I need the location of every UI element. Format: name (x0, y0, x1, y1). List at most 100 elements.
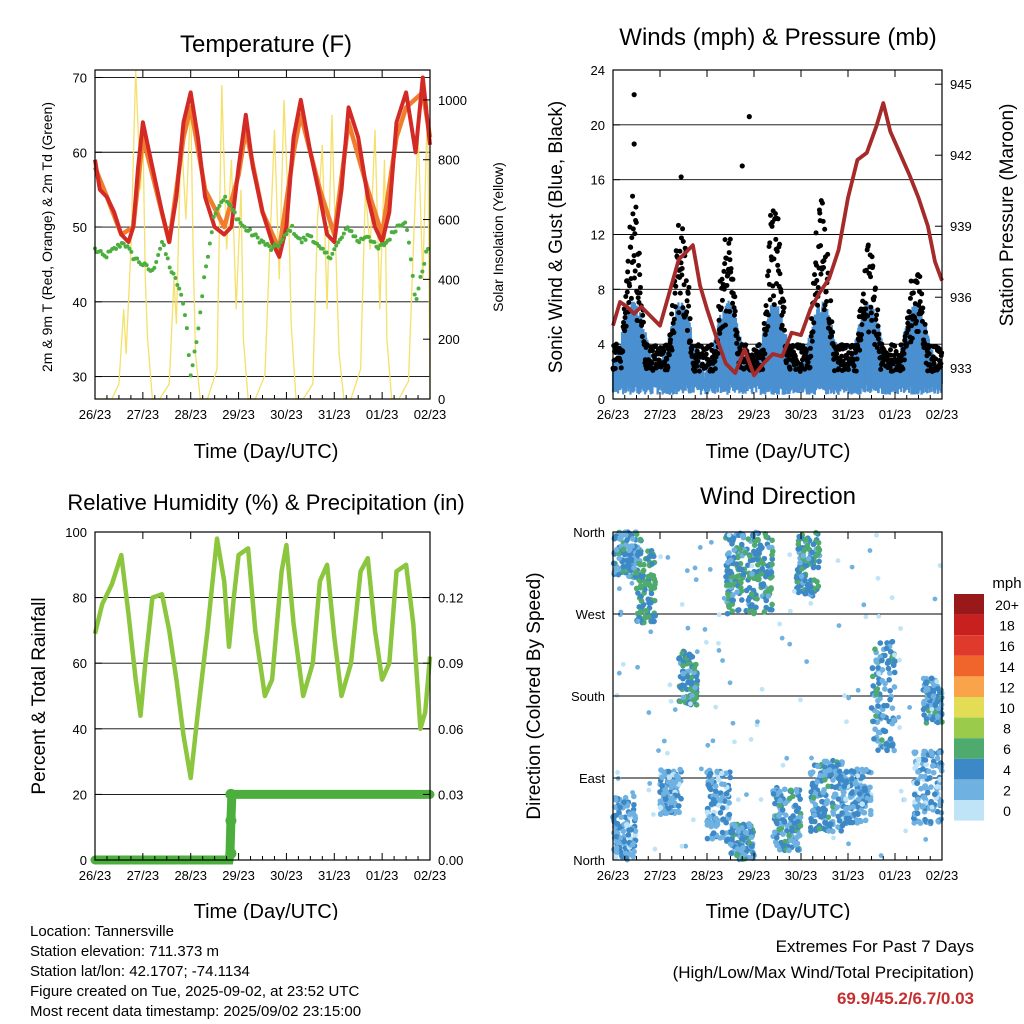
direction-point (716, 612, 722, 618)
winds-ytick-label-right: 933 (950, 361, 972, 376)
gust-point (640, 312, 646, 318)
temperature-xtick-label: 01/23 (366, 407, 399, 422)
direction-point (688, 674, 695, 681)
direction-point (635, 618, 641, 624)
dewpoint-point (154, 259, 159, 264)
dewpoint-point (181, 301, 186, 306)
direction-point (648, 629, 654, 635)
direction-point (921, 712, 927, 718)
humidity-ytick-label-right: 0.06 (438, 722, 463, 737)
direction-point (776, 846, 783, 853)
direction-point (858, 807, 865, 814)
gust-point (628, 295, 634, 301)
direction-xtick-label: 27/23 (644, 868, 677, 883)
gust-point (668, 337, 674, 343)
direction-point (714, 768, 720, 775)
direction-point (934, 784, 941, 790)
direction-point (661, 791, 667, 797)
gust-point (900, 366, 906, 372)
direction-point (742, 549, 749, 556)
direction-point (929, 804, 935, 810)
direction-point (745, 597, 752, 604)
direction-point (915, 796, 921, 803)
direction-point (841, 789, 847, 796)
direction-point (809, 549, 815, 556)
gust-point (612, 366, 618, 372)
gust-point (824, 298, 830, 304)
direction-point (704, 822, 711, 828)
gust-point (771, 302, 777, 308)
direction-point (883, 741, 890, 747)
dewpoint-point (127, 246, 132, 251)
direction-point (836, 768, 843, 775)
direction-point (849, 564, 855, 570)
direction-point (795, 589, 802, 596)
gust-point (871, 294, 877, 300)
direction-point (614, 692, 620, 698)
direction-point (742, 829, 749, 836)
gust-point (666, 352, 672, 358)
direction-point (788, 787, 794, 794)
direction-point (811, 812, 818, 818)
gust-point (684, 327, 690, 333)
direction-point (721, 595, 727, 601)
temperature-title: Temperature (F) (180, 31, 352, 58)
direction-point (726, 800, 732, 806)
speed-legend-swatch (954, 779, 984, 800)
temperature-ytick-label-right: 800 (438, 153, 460, 168)
direction-point (811, 784, 818, 790)
direction-point (722, 770, 729, 777)
gust-point (669, 311, 675, 317)
direction-point (808, 789, 814, 795)
gust-point (926, 351, 932, 357)
direction-point (835, 824, 841, 830)
direction-point (875, 664, 881, 671)
direction-point (823, 758, 830, 765)
direction-point (816, 558, 822, 565)
direction-point (863, 614, 869, 620)
direction-point (861, 785, 868, 792)
gust-point (914, 280, 920, 286)
direction-point (725, 591, 731, 597)
direction-point (787, 552, 793, 558)
direction-point (736, 566, 743, 572)
gust-peak-point (739, 163, 745, 169)
gust-point (919, 309, 925, 315)
direction-point (887, 648, 894, 655)
direction-point (813, 552, 820, 559)
direction-point (631, 565, 637, 571)
direction-point (625, 564, 631, 570)
temperature-xtick-label: 29/23 (222, 407, 255, 422)
direction-point (867, 784, 873, 791)
dewpoint-point (372, 240, 377, 245)
gust-point (763, 303, 769, 309)
humidity-xtick-label: 01/23 (366, 868, 399, 883)
direction-point (832, 784, 839, 791)
gust-point (765, 324, 771, 330)
gust-point (869, 317, 875, 323)
gust-point (664, 356, 670, 362)
station-info: Location: Tannersville Station elevation… (30, 922, 361, 1022)
direction-point (690, 817, 696, 823)
direction-point (793, 575, 800, 581)
direction-point (936, 689, 943, 696)
direction-point (707, 770, 714, 777)
gust-point (890, 361, 896, 367)
direction-point (931, 791, 938, 798)
direction-point (777, 797, 783, 804)
direction-point (881, 702, 887, 709)
direction-point (675, 776, 681, 783)
dewpoint-point (194, 340, 199, 345)
direction-point (807, 583, 814, 590)
direction-point (801, 547, 808, 553)
direction-point (620, 661, 626, 667)
direction-point (859, 801, 865, 807)
gust-point (850, 357, 856, 363)
gust-point (675, 222, 681, 228)
gust-point (869, 254, 875, 260)
gust-point (901, 357, 907, 363)
direction-point (921, 748, 927, 755)
direction-point (814, 578, 820, 585)
gust-point (732, 308, 738, 314)
humidity-ytick-label-left: 40 (73, 722, 87, 737)
